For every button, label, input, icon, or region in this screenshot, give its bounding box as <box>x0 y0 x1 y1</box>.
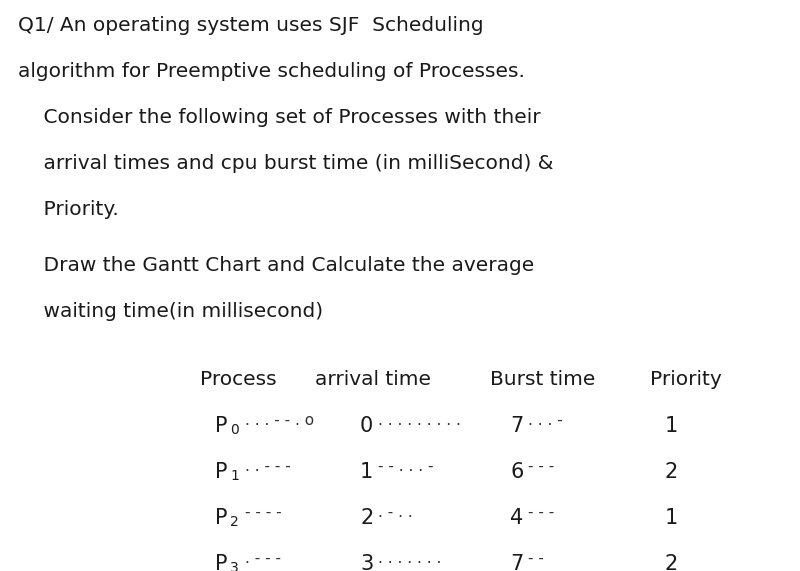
Text: - - -: - - - <box>528 505 554 520</box>
Text: 1: 1 <box>665 508 678 528</box>
Text: . . . -: . . . - <box>528 413 562 428</box>
Text: Consider the following set of Processes with their: Consider the following set of Processes … <box>18 108 541 127</box>
Text: 1: 1 <box>230 469 239 483</box>
Text: P: P <box>215 462 227 482</box>
Text: . - - -: . - - - <box>245 551 281 566</box>
Text: 2: 2 <box>360 508 374 528</box>
Text: algorithm for Preemptive scheduling of Processes.: algorithm for Preemptive scheduling of P… <box>18 62 525 81</box>
Text: . . - - -: . . - - - <box>245 459 290 474</box>
Text: - - -: - - - <box>528 459 554 474</box>
Text: 3: 3 <box>230 561 238 571</box>
Text: Priority: Priority <box>650 370 722 389</box>
Text: Draw the Gantt Chart and Calculate the average: Draw the Gantt Chart and Calculate the a… <box>18 256 534 275</box>
Text: 1: 1 <box>360 462 374 482</box>
Text: 2: 2 <box>230 515 238 529</box>
Text: arrival time: arrival time <box>315 370 431 389</box>
Text: . . . - - . o: . . . - - . o <box>245 413 314 428</box>
Text: 4: 4 <box>510 508 523 528</box>
Text: 2: 2 <box>665 462 678 482</box>
Text: 6: 6 <box>510 462 523 482</box>
Text: 7: 7 <box>510 554 523 571</box>
Text: arrival times and cpu burst time (in milliSecond) &: arrival times and cpu burst time (in mil… <box>18 154 554 173</box>
Text: P: P <box>215 416 227 436</box>
Text: 0: 0 <box>230 423 238 437</box>
Text: . - . .: . - . . <box>378 505 413 520</box>
Text: Priority.: Priority. <box>18 200 118 219</box>
Text: - - . . . -: - - . . . - <box>378 459 434 474</box>
Text: P: P <box>215 508 227 528</box>
Text: . . . . . . .: . . . . . . . <box>378 551 442 566</box>
Text: P: P <box>215 554 227 571</box>
Text: 0: 0 <box>360 416 374 436</box>
Text: 3: 3 <box>360 554 374 571</box>
Text: Burst time: Burst time <box>490 370 595 389</box>
Text: Process: Process <box>200 370 277 389</box>
Text: 2: 2 <box>665 554 678 571</box>
Text: . . . . . . . . .: . . . . . . . . . <box>378 413 461 428</box>
Text: 1: 1 <box>665 416 678 436</box>
Text: 7: 7 <box>510 416 523 436</box>
Text: - - - -: - - - - <box>245 505 282 520</box>
Text: - -: - - <box>528 551 544 566</box>
Text: waiting time(in millisecond): waiting time(in millisecond) <box>18 302 323 321</box>
Text: Q1/ An operating system uses SJF  Scheduling: Q1/ An operating system uses SJF Schedul… <box>18 16 484 35</box>
